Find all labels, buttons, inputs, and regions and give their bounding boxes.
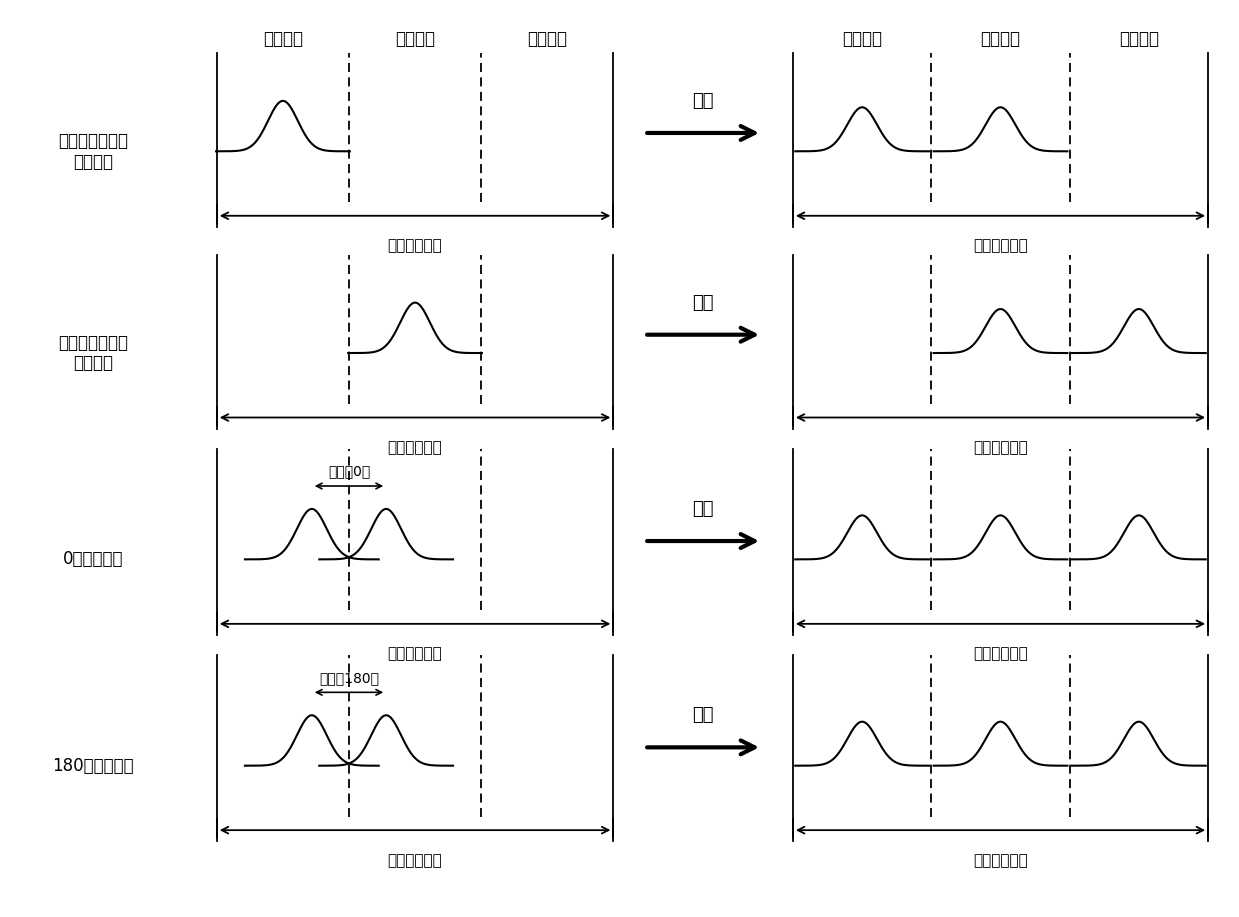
Text: 相位差180度: 相位差180度 — [318, 671, 379, 685]
Text: 一个脉冲周期: 一个脉冲周期 — [388, 853, 442, 867]
Text: 第一时隙: 第一时隙 — [843, 29, 882, 48]
Text: 一个脉冲周期: 一个脉冲周期 — [973, 646, 1028, 661]
Text: 相位差0度: 相位差0度 — [328, 465, 370, 479]
Text: 一个脉冲周期: 一个脉冲周期 — [973, 238, 1028, 253]
Text: 0度相位编码: 0度相位编码 — [63, 550, 123, 569]
Text: 第三时隙: 第三时隙 — [528, 29, 567, 48]
Text: 解码: 解码 — [693, 500, 714, 518]
Text: 解码: 解码 — [693, 92, 714, 110]
Text: 180度相位编码: 180度相位编码 — [52, 757, 134, 775]
Text: 时间比特编码：
第二时隙: 时间比特编码： 第二时隙 — [58, 334, 128, 372]
Text: 第三时隙: 第三时隙 — [1119, 29, 1158, 48]
Text: 时间比特编码：
第一时隙: 时间比特编码： 第一时隙 — [58, 132, 128, 171]
Text: 解码: 解码 — [693, 706, 714, 724]
Text: 第二时隙: 第二时隙 — [980, 29, 1021, 48]
Text: 第一时隙: 第一时隙 — [263, 29, 302, 48]
Text: 一个脉冲周期: 一个脉冲周期 — [973, 853, 1028, 867]
Text: 一个脉冲周期: 一个脉冲周期 — [388, 646, 442, 661]
Text: 解码: 解码 — [693, 293, 714, 312]
Text: 一个脉冲周期: 一个脉冲周期 — [388, 440, 442, 455]
Text: 一个脉冲周期: 一个脉冲周期 — [973, 440, 1028, 455]
Text: 第二时隙: 第二时隙 — [395, 29, 435, 48]
Text: 一个脉冲周期: 一个脉冲周期 — [388, 238, 442, 253]
